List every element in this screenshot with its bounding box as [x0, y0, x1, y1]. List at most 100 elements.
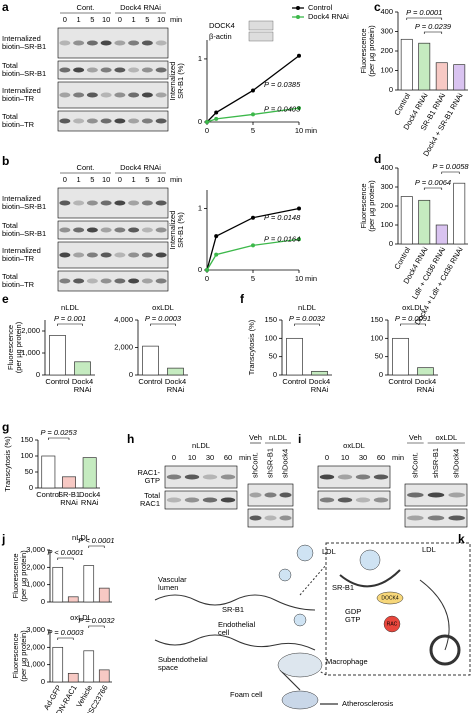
panel-letter: e [2, 292, 9, 306]
blot-strip [57, 60, 169, 80]
band [128, 200, 140, 206]
bracket [57, 557, 74, 560]
diagram-label: SR-B1 [222, 605, 244, 614]
band [114, 118, 126, 124]
band [73, 200, 85, 206]
band [100, 278, 112, 284]
diagram-shapes [154, 542, 471, 705]
row-label: Internalized [2, 86, 41, 95]
inset-membrane [339, 569, 401, 588]
point [214, 110, 219, 115]
y-tick-label: 0 [273, 370, 277, 379]
y-axis-label: (per µg protein) [367, 180, 376, 232]
band [114, 200, 126, 206]
y-tick-label: 50 [375, 352, 383, 361]
band [73, 67, 85, 73]
band [155, 278, 167, 284]
row-label: Total [2, 61, 18, 70]
membrane-top [154, 594, 316, 611]
band [264, 492, 277, 498]
y-tick-label: 300 [380, 182, 393, 191]
rac-shape [383, 615, 401, 633]
bracket [423, 31, 443, 34]
band [73, 40, 85, 46]
x-tick-label: Dock4 [79, 490, 100, 499]
y-tick-label: 50 [25, 467, 33, 476]
diagram-label: LDL [422, 545, 436, 554]
x-tick-label: 5 [251, 274, 255, 283]
blot-header: Dock4 RNAi [120, 3, 161, 12]
band [100, 252, 112, 258]
point [251, 215, 255, 220]
diagram-label: Subendothelial [158, 655, 208, 664]
panel-letter: d [374, 152, 381, 166]
band [141, 252, 153, 258]
band [100, 92, 112, 98]
bracket [423, 187, 443, 190]
blot-strip [317, 465, 391, 489]
row-label: biotin–TR [2, 94, 35, 103]
legend-label: Dock4 RNAi [308, 12, 349, 21]
legend-marker [296, 6, 300, 10]
y-axis-label: (per µg protein) [19, 550, 28, 602]
bar [418, 42, 431, 91]
band [202, 497, 218, 503]
blot-header: nLDL [269, 433, 287, 442]
panel-letter: j [1, 532, 5, 546]
y-tick-label: 0 [198, 117, 202, 126]
y-axis-label: Fluorescence [11, 553, 20, 598]
lane-label: shCont. [410, 452, 419, 478]
bar [74, 361, 91, 376]
band [100, 227, 112, 233]
point [297, 237, 301, 242]
band [141, 67, 153, 73]
y-tick-label: 2,000 [26, 562, 45, 571]
diagram-label: Foam cell [230, 690, 263, 699]
chart-title: oxLDL [70, 613, 92, 622]
band [279, 492, 292, 498]
annotation: P = 0.0164 [264, 235, 300, 244]
lane-label: 10 [157, 175, 165, 184]
vesicle [429, 634, 461, 666]
y-axis-label: SR-B1 (%) [176, 212, 185, 248]
band [73, 227, 85, 233]
band [141, 227, 153, 233]
band [279, 515, 292, 521]
bracket [88, 545, 105, 548]
y-axis-label: Fluorescence [359, 183, 368, 228]
foam-cell [281, 690, 319, 710]
x-tick-label: Control [36, 490, 61, 499]
bar [98, 669, 110, 683]
annotation: P = 0.0058 [432, 162, 469, 171]
bar [83, 650, 95, 683]
bar [392, 337, 409, 376]
bar [83, 565, 95, 603]
annotation: P = 0.0003 [47, 628, 84, 637]
diagram-label: LDL [322, 547, 336, 556]
blot-header: Cont. [77, 3, 95, 12]
band [166, 474, 182, 480]
point [205, 268, 209, 272]
annotation: P = 0.0032 [289, 314, 326, 323]
x-tick-label: 10 [295, 274, 303, 283]
band [86, 40, 98, 46]
y-tick-label: 150 [264, 315, 277, 324]
line [206, 207, 300, 271]
annotation: P = 0.0091 [395, 314, 431, 323]
y-axis-label: Transcytosis (%) [247, 319, 256, 375]
blot-strip [164, 465, 238, 489]
row-label: biotin–SR-B1 [2, 202, 46, 211]
blot-strip [57, 110, 169, 132]
lane-label: 60 [377, 453, 385, 462]
blot-strip [317, 490, 391, 510]
bar [142, 345, 159, 376]
bracket [57, 323, 83, 326]
blot-header: oxLDL [435, 433, 457, 442]
annotation: P = 0.001 [54, 314, 86, 323]
diagram-label: Atherosclerosis [342, 699, 394, 708]
lane-label: 10 [188, 453, 196, 462]
bar [62, 476, 76, 489]
y-tick-label: 100 [370, 333, 383, 342]
point [251, 88, 255, 93]
bar [52, 646, 64, 683]
